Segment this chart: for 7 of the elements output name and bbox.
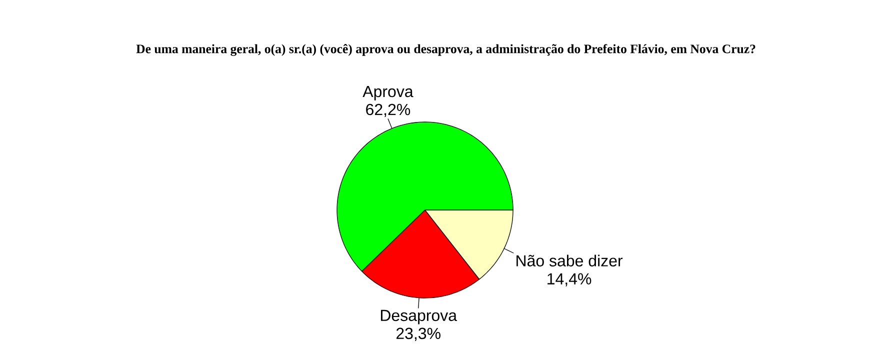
data-label: 14,4% [548,273,592,286]
data-label: 62,2% [366,104,410,118]
chart-title: De uma maneira geral, o(a) sr.(a) (você) aprova ou desaprova, a administração do Prefeito Flávio, em Nova Cruz? [136,44,756,56]
data-label: 23,3% [396,328,440,341]
slice-label: Não sabe dizer [516,254,623,266]
slice-label: Desaprova [380,310,458,324]
slice-label: Aprova [362,86,414,100]
